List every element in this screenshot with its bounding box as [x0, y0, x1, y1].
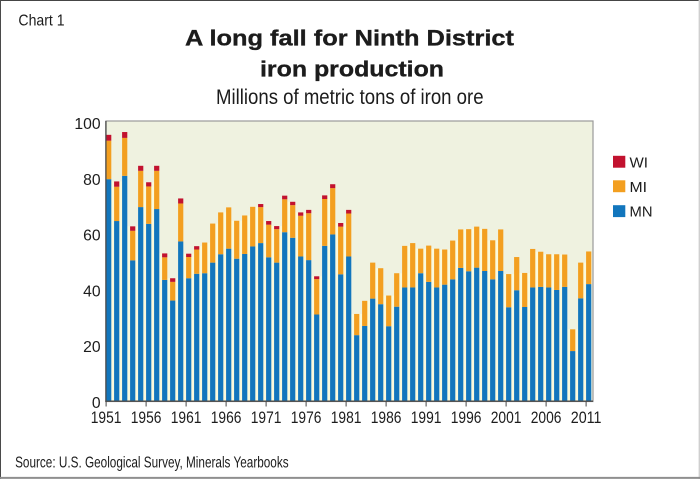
- svg-text:1996: 1996: [451, 409, 482, 427]
- svg-text:1976: 1976: [291, 409, 322, 427]
- svg-text:60: 60: [83, 228, 101, 245]
- svg-text:MN: MN: [630, 204, 653, 221]
- svg-text:WI: WI: [630, 155, 649, 172]
- svg-text:MI: MI: [630, 179, 648, 196]
- svg-text:1986: 1986: [371, 409, 402, 427]
- svg-text:1991: 1991: [411, 409, 442, 427]
- svg-text:A long fall for Ninth District: A long fall for Ninth District: [185, 26, 515, 51]
- svg-text:1956: 1956: [131, 409, 162, 427]
- svg-text:Chart 1: Chart 1: [18, 12, 64, 29]
- svg-text:80: 80: [83, 172, 101, 189]
- svg-text:2011: 2011: [571, 409, 602, 427]
- svg-text:1971: 1971: [251, 409, 282, 427]
- svg-text:2001: 2001: [491, 409, 522, 427]
- svg-text:2006: 2006: [531, 409, 562, 427]
- svg-text:100: 100: [74, 116, 100, 133]
- svg-text:1981: 1981: [331, 409, 362, 427]
- svg-text:40: 40: [83, 283, 101, 300]
- svg-text:1966: 1966: [211, 409, 242, 427]
- svg-text:20: 20: [83, 339, 101, 356]
- svg-text:Source: U.S. Geological Survey: Source: U.S. Geological Survey, Minerals…: [15, 455, 289, 472]
- svg-text:Millions of metric tons of iro: Millions of metric tons of iron ore: [216, 85, 484, 109]
- svg-text:iron production: iron production: [260, 57, 444, 82]
- svg-text:0: 0: [92, 395, 101, 412]
- svg-text:1951: 1951: [91, 409, 122, 427]
- svg-text:1961: 1961: [171, 409, 202, 427]
